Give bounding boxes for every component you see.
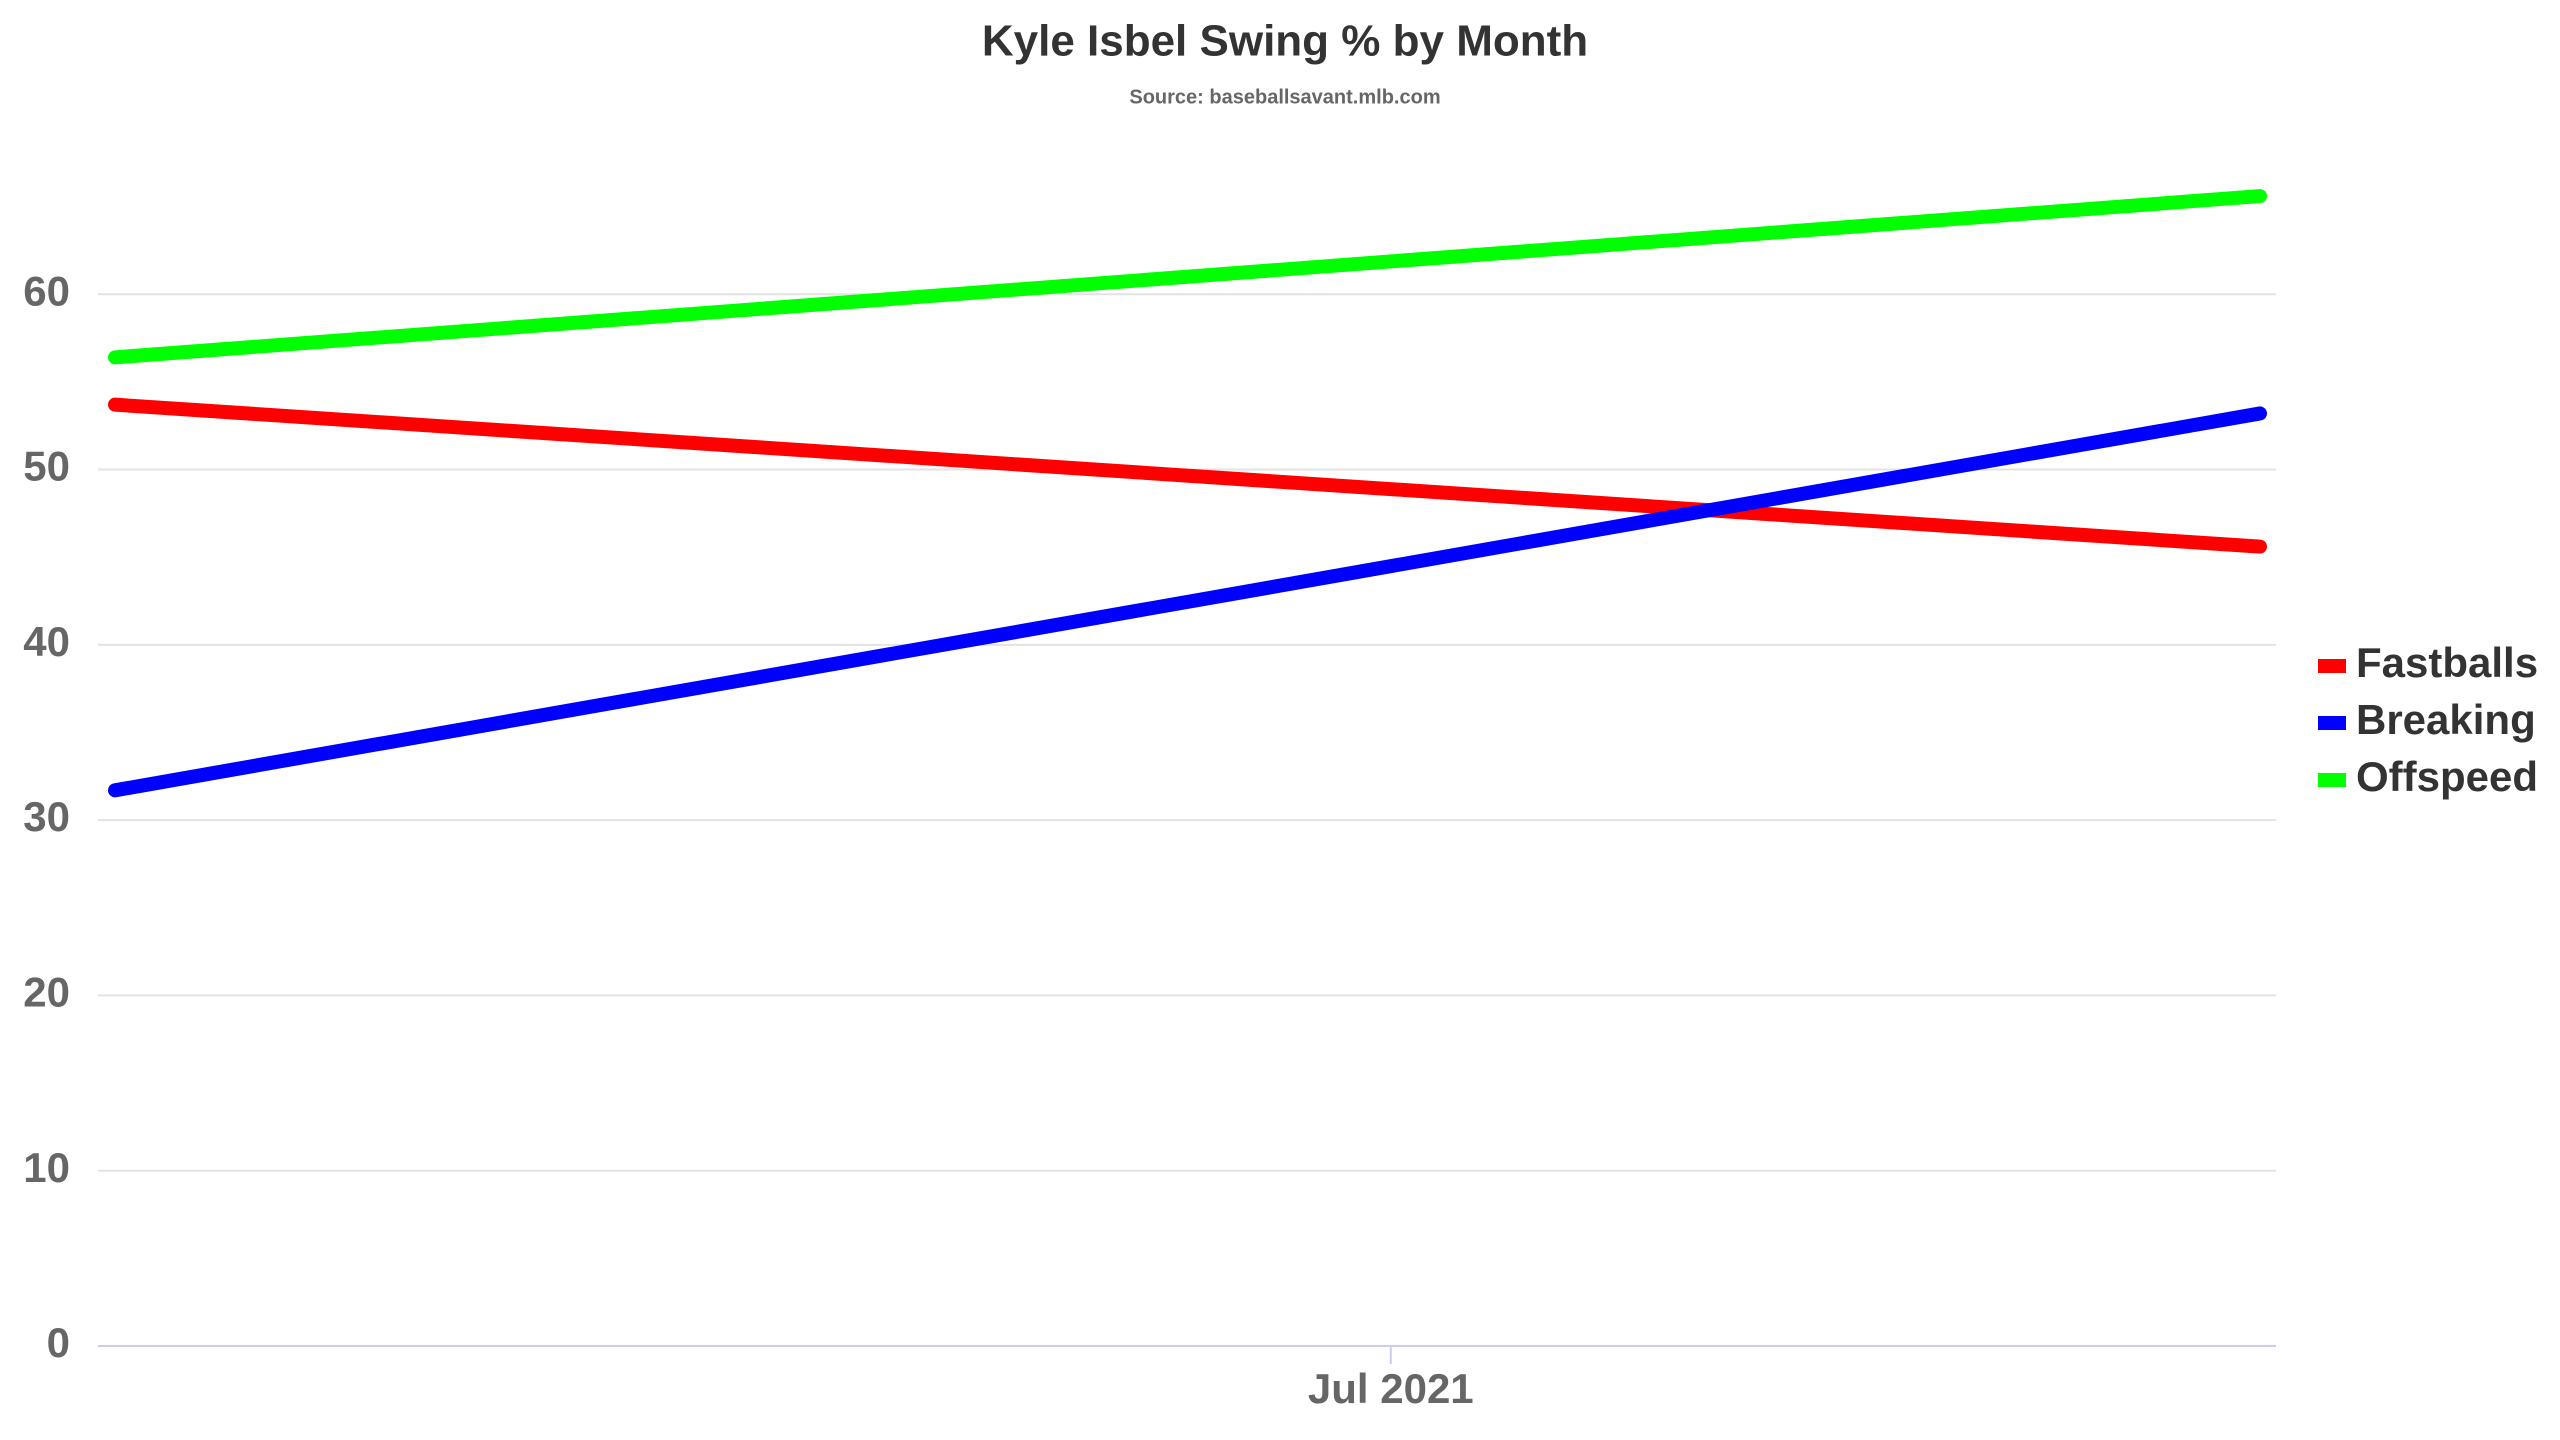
x-tick-label: Jul 2021 xyxy=(1308,1365,1474,1412)
y-tick-label: 0 xyxy=(47,1319,70,1366)
y-tick-label: 30 xyxy=(23,793,70,840)
chart-subtitle: Source: baseballsavant.mlb.com xyxy=(1129,86,1440,108)
legend-label: Fastballs xyxy=(2356,639,2538,686)
chart-title: Kyle Isbel Swing % by Month xyxy=(982,17,1588,66)
y-tick-label: 50 xyxy=(23,443,70,490)
series-line xyxy=(108,189,2267,365)
series-line xyxy=(108,406,2267,798)
y-tick-label: 20 xyxy=(23,969,70,1016)
series-line xyxy=(108,397,2267,554)
y-tick-label: 60 xyxy=(23,267,70,314)
y-tick-label: 10 xyxy=(23,1144,70,1191)
legend-label: Breaking xyxy=(2356,696,2536,743)
y-tick-label: 40 xyxy=(23,618,70,665)
legend-label: Offspeed xyxy=(2356,753,2538,800)
